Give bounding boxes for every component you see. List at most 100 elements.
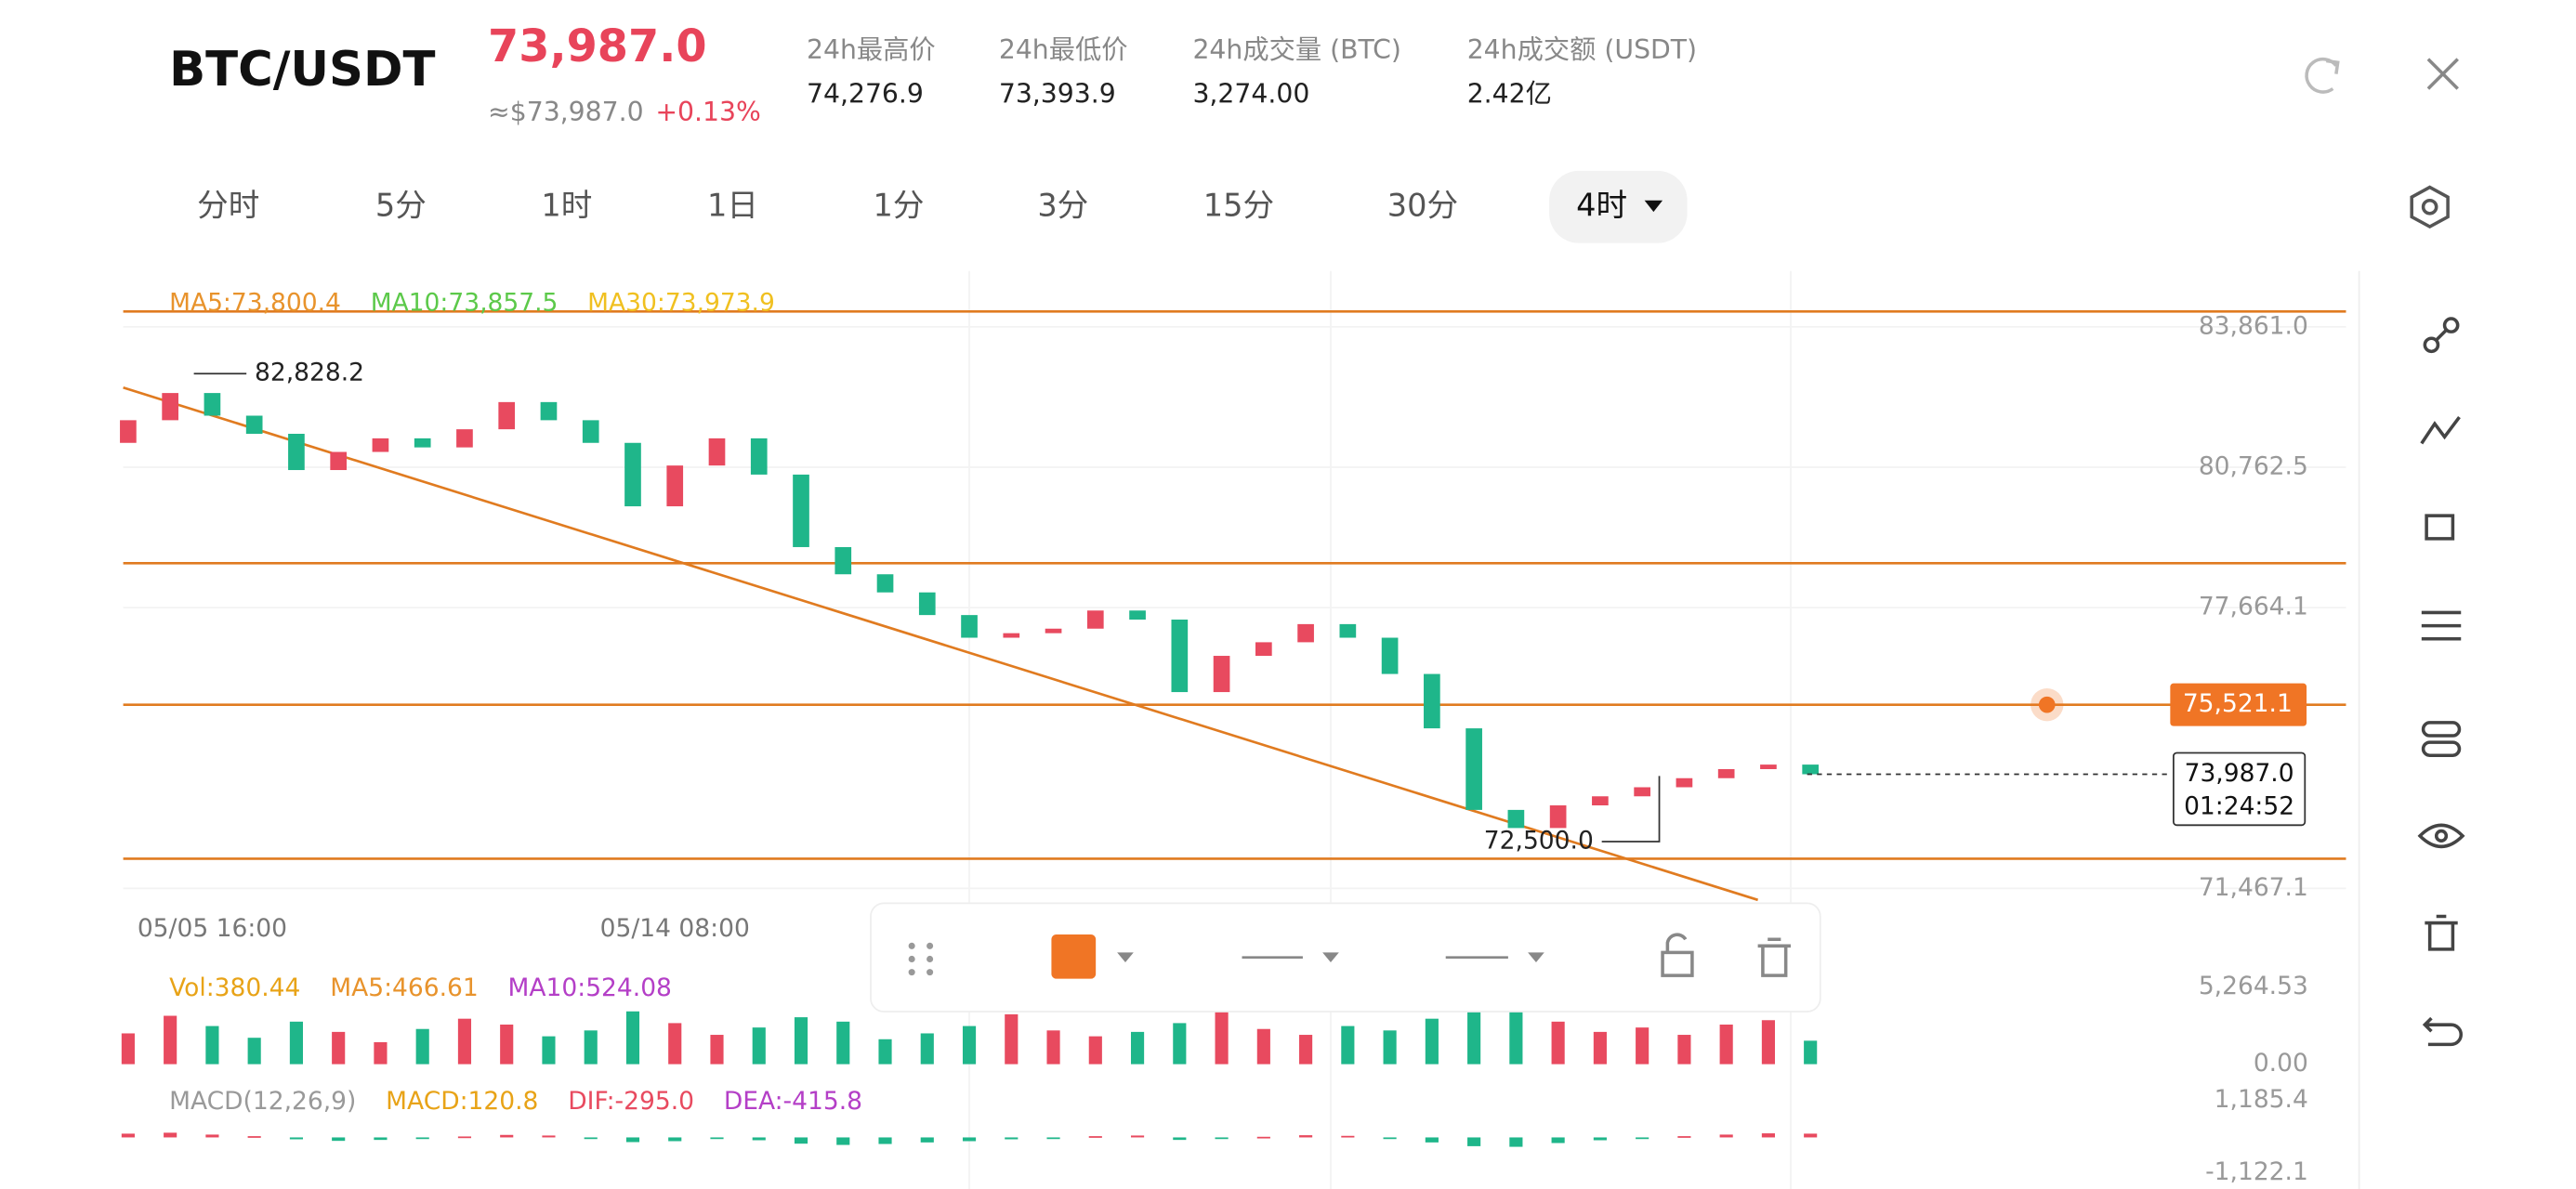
macd-bar [1719, 1134, 1733, 1138]
price: 73,987.0 [488, 21, 706, 72]
stat-value: 74,276.9 [807, 79, 924, 110]
volume-bar [457, 1018, 472, 1065]
volume-bar [1509, 1003, 1523, 1065]
countdown: 01:24:52 [2184, 791, 2294, 820]
candle [582, 420, 599, 443]
tab[interactable]: 1分 [874, 187, 925, 223]
macd-bar [1551, 1137, 1565, 1143]
macd-bar [1046, 1137, 1060, 1140]
drawing-toolbar[interactable] [870, 902, 1821, 1013]
candle [1802, 764, 1820, 775]
candle [1592, 796, 1609, 806]
last-price-label: 73,987.0 [2185, 759, 2294, 788]
volume-bar [415, 1028, 429, 1065]
ma-label: MA10:73,857.5 [371, 289, 559, 318]
candle [288, 434, 305, 471]
macd-label: MACD(12,26,9) [169, 1087, 356, 1116]
pair: BTC/USDT [169, 42, 435, 98]
y-tick-label: 1,185.4 [2215, 1085, 2308, 1114]
candle [1213, 656, 1230, 693]
volume-bar [625, 1011, 640, 1065]
low-label: 72,500.0 [1484, 827, 1594, 856]
volume-bar [584, 1030, 598, 1065]
candle [1255, 642, 1272, 657]
macd-bar [625, 1137, 640, 1143]
low-pointer [1601, 776, 1661, 843]
candle [1634, 787, 1650, 797]
macd-bar [164, 1132, 177, 1138]
y-tick-label: 77,664.1 [2199, 593, 2308, 621]
macd-bar [1088, 1136, 1102, 1138]
y-tick-label: 71,467.1 [2199, 873, 2308, 902]
candle [918, 592, 936, 616]
candle [330, 451, 348, 471]
candle [540, 401, 558, 421]
volume-bar [289, 1021, 303, 1065]
macd-bar [920, 1137, 934, 1143]
high-label: 82,828.2 [255, 359, 364, 387]
volume-bar [668, 1023, 682, 1065]
volume-bar [247, 1038, 261, 1065]
candle [1465, 728, 1482, 810]
close-icon[interactable] [2426, 58, 2459, 90]
tab[interactable]: 1时 [541, 187, 592, 223]
macd-bar [415, 1137, 429, 1140]
macd-bar [121, 1133, 135, 1138]
volume-bar [1593, 1031, 1607, 1065]
marker-dot [2038, 696, 2056, 713]
candle [372, 438, 389, 452]
y-tick-label: -1,122.1 [2205, 1157, 2308, 1186]
candle [120, 420, 137, 443]
volume-bar [1804, 1040, 1818, 1065]
candle [708, 438, 726, 466]
candle [1760, 764, 1777, 769]
stat-value: 3,274.00 [1192, 79, 1309, 110]
volume-bar [374, 1041, 388, 1065]
macd-bar [1509, 1137, 1523, 1147]
volume-bar [500, 1024, 514, 1065]
refresh-icon[interactable] [2305, 57, 2340, 94]
volume-bar [205, 1026, 219, 1065]
tab[interactable]: 3分 [1037, 187, 1088, 223]
side-toolbar[interactable] [2417, 317, 2465, 1047]
change: +0.13% [655, 97, 760, 127]
tab[interactable]: 分时 [197, 187, 259, 223]
volume-bar [1551, 1021, 1565, 1065]
volume-bar [1173, 1023, 1187, 1065]
macd-bar [794, 1137, 808, 1144]
stat-value: 2.42亿 [1467, 79, 1552, 110]
macd-bar [374, 1137, 388, 1141]
candle [1171, 620, 1189, 693]
volume-bar [164, 1015, 177, 1065]
macd-bar [1173, 1137, 1187, 1141]
x-tick-label: 05/05 16:00 [138, 914, 287, 943]
candle [456, 429, 473, 448]
macd-bar [332, 1137, 346, 1142]
volume-bar [1677, 1035, 1691, 1065]
macd-bar [500, 1134, 514, 1138]
candle [498, 401, 516, 430]
volume-bar [121, 1033, 135, 1065]
volume-bar [1088, 1036, 1102, 1065]
macd-bar [1130, 1135, 1145, 1138]
candle [1676, 777, 1693, 788]
tab[interactable]: 30分 [1387, 187, 1458, 223]
volume-bar [710, 1035, 724, 1065]
macd-bar [1467, 1137, 1481, 1146]
candle [1045, 628, 1062, 634]
candle [1297, 623, 1314, 643]
tab-active[interactable]: 4时 [1576, 187, 1627, 223]
candle [750, 438, 768, 475]
tab[interactable]: 1日 [707, 187, 758, 223]
tab-active-bg [1549, 170, 1688, 243]
volume-bar [1425, 1018, 1439, 1065]
settings-icon[interactable] [2410, 185, 2450, 229]
stat-label: 24h最高价 [807, 34, 936, 65]
candle [1129, 610, 1146, 621]
tab[interactable]: 15分 [1203, 187, 1274, 223]
macd-bar [1341, 1135, 1355, 1138]
macd-bar [752, 1137, 766, 1141]
tab[interactable]: 5分 [375, 187, 427, 223]
y-tick-label: 0.00 [2254, 1049, 2308, 1078]
macd-label: DIF:-295.0 [568, 1087, 694, 1116]
